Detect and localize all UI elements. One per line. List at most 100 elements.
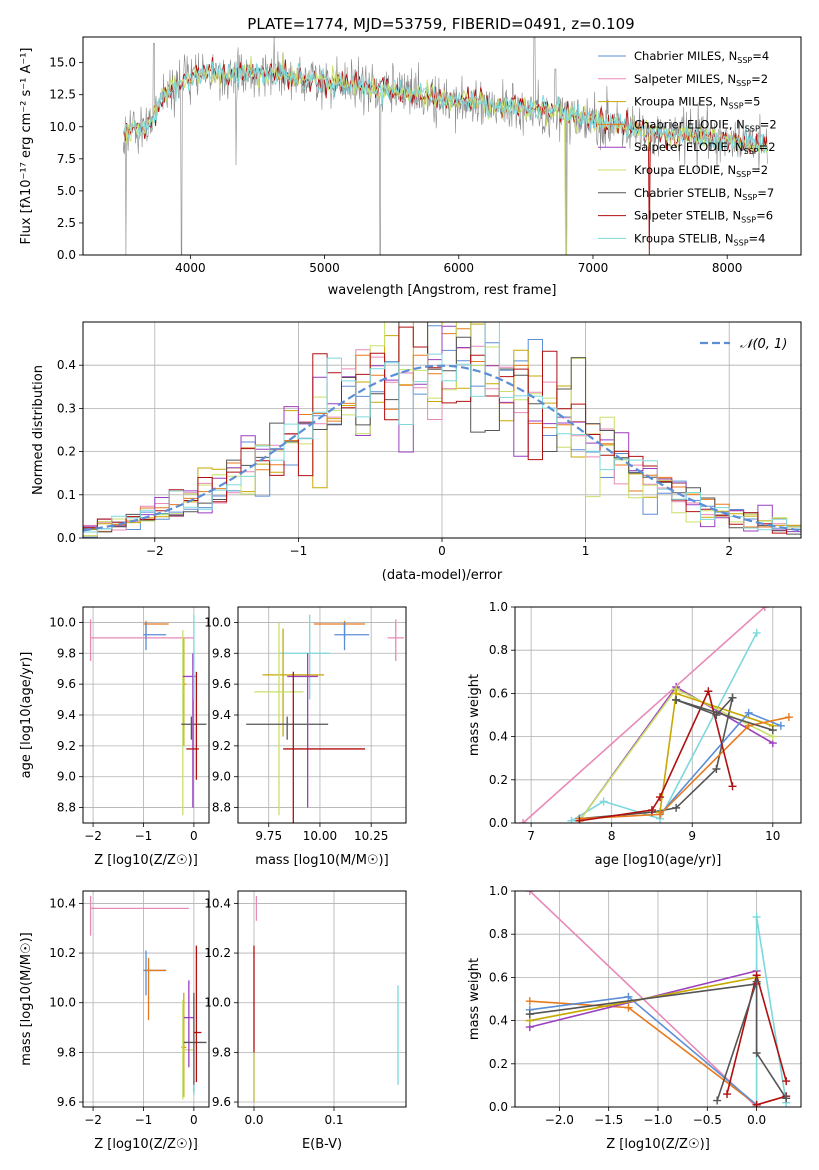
y-tick-label: 0.3 xyxy=(57,401,76,415)
x-axis-label: wavelength [Angstrom, rest frame] xyxy=(328,283,557,298)
series-line-chabrier_miles xyxy=(659,711,782,815)
x-axis-label: mass [log10(M/M☉)] xyxy=(255,853,388,868)
errorbar-kroupa_stelib xyxy=(192,1084,195,1095)
y-tick-label: 0.6 xyxy=(489,970,508,984)
data-point-chabrier_stelib xyxy=(525,1010,534,1019)
x-tick-label: 0.0 xyxy=(747,1113,766,1127)
data-point-chabrier_elodie xyxy=(656,810,665,819)
plot-area xyxy=(519,607,793,823)
data-point-salpeter_stelib xyxy=(647,806,656,815)
errorbar-salpeter_stelib xyxy=(186,671,199,780)
x-tick-label: 7000 xyxy=(578,261,609,275)
x-tick-label: −2 xyxy=(146,544,164,558)
errorbar-chabrier_elodie xyxy=(146,958,167,1021)
axes-frame xyxy=(82,890,210,1108)
y-tick-label: 0.8 xyxy=(489,643,508,657)
y-tick-label: 9.8 xyxy=(57,646,76,660)
y-tick-label: 9.6 xyxy=(57,1095,76,1109)
errorbar-chabrier_stelib xyxy=(181,716,207,740)
x-tick-label: 0 xyxy=(438,544,446,558)
data-point-salpeter_stelib xyxy=(656,793,665,802)
data-point-chabrier_stelib xyxy=(768,726,777,735)
series-line-chabrier_stelib xyxy=(529,983,757,1015)
histogram-salpeter_elodie xyxy=(83,322,801,533)
x-tick-label: 0.1 xyxy=(324,1113,343,1127)
legend-tail: =2 xyxy=(760,117,777,131)
data-point-chabrier_elodie xyxy=(624,1003,633,1012)
errorbar-chabrier_stelib xyxy=(183,992,207,1093)
series-line-chabrier_miles xyxy=(529,995,758,1106)
plot-area xyxy=(253,895,399,1103)
x-tick-label: 10 xyxy=(765,829,780,843)
data-point-chabrier_stelib xyxy=(752,1049,761,1057)
y-tick-label: 0.0 xyxy=(57,248,76,262)
series-line-chabrier_elodie xyxy=(579,716,790,820)
errorbar-salpeter_miles xyxy=(89,895,189,936)
y-tick-label: 10.4 xyxy=(49,896,76,910)
y-tick-label: 0.8 xyxy=(489,927,508,941)
data-point-chabrier_miles xyxy=(776,721,785,730)
y-tick-label: 8.8 xyxy=(212,801,231,815)
data-point-chabrier_miles xyxy=(744,708,753,717)
y-tick-label: 0.1 xyxy=(57,488,76,502)
y-tick-label: 10.2 xyxy=(49,946,76,960)
legend-label-salpeter_stelib: Salpeter STELIB, NSSP=6 xyxy=(634,209,773,225)
series-line-salpeter_stelib xyxy=(756,1095,787,1106)
series-line-salpeter_miles xyxy=(522,607,766,823)
legend-label-salpeter_elodie: Salpeter ELODIE, NSSP=2 xyxy=(634,140,776,156)
legend-label-normal: 𝒩(0, 1) xyxy=(740,337,787,352)
data-point-chabrier_stelib xyxy=(728,693,737,702)
y-tick-label: 9.6 xyxy=(212,677,231,691)
y-tick-label: 0.2 xyxy=(489,1057,508,1071)
errorbar-chabrier_elodie xyxy=(313,620,366,640)
x-tick-label: 8000 xyxy=(712,261,743,275)
y-tick-label: 7.5 xyxy=(57,152,76,166)
x-axis-label: (data-model)/error xyxy=(382,568,503,583)
y-tick-label: 0.0 xyxy=(489,1100,508,1114)
data-point-salpeter_stelib xyxy=(752,1100,761,1107)
y-axis-label: Flux [fλ10⁻¹⁷ erg cm⁻² s⁻¹ A⁻¹] xyxy=(19,48,34,245)
y-tick-label: 10.0 xyxy=(49,996,76,1010)
spectrum-model-kroupa_elodie xyxy=(122,51,768,255)
y-tick-label: 1.0 xyxy=(489,600,508,614)
y-tick-label: 0.4 xyxy=(489,730,508,744)
series-line-kroupa_stelib xyxy=(755,916,787,1107)
x-axis-label: Z [log10(Z/Z☉)] xyxy=(94,1137,198,1152)
data-point-chabrier_stelib xyxy=(782,1094,791,1103)
y-tick-label: 10.0 xyxy=(49,615,76,629)
legend-tail: =2 xyxy=(751,163,768,177)
legend-tail: =6 xyxy=(756,209,773,223)
y-tick-label: 9.8 xyxy=(57,1045,76,1059)
x-tick-label: 8 xyxy=(608,829,616,843)
panel-mass_vs_ebv: 0.0 0.1 9.6 9.8 10.0 10.2 10.4 E(B-V) xyxy=(204,890,407,1152)
y-tick-label: 10.4 xyxy=(204,896,231,910)
axes-frame xyxy=(237,890,407,1108)
panel-spectrum: 4000 5000 6000 7000 8000 0.0 2.5 5.0 7.5 10.0 12.5… xyxy=(19,36,802,298)
panel-weight_vs_Z: −2.0 −1.5 −1.0 −0.5 0.0 0.0 0.2 0.4 0.6 0.8 1.0 Z [… xyxy=(467,884,802,1152)
errorbar-kroupa_stelib xyxy=(278,614,331,700)
x-tick-label: −1 xyxy=(290,544,308,558)
panel-mass_vs_Z: −2 −1 0 9.6 9.8 10.0 10.2 10.4 Z [log10(Z/Z☉)] ma… xyxy=(19,890,210,1152)
series-line-chabrier_elodie xyxy=(529,1000,758,1106)
data-point-salpeter_stelib xyxy=(782,1077,791,1086)
data-point-kroupa_stelib xyxy=(752,628,761,637)
data-point-salpeter_stelib xyxy=(723,1090,732,1099)
x-tick-label: 2 xyxy=(725,544,733,558)
errorbar-salpeter_elodie xyxy=(287,653,318,808)
errorbar-kroupa_elodie xyxy=(181,630,184,816)
legend-subscript: SSP xyxy=(737,56,752,65)
axes-frame xyxy=(82,36,802,256)
y-tick-label: 1.0 xyxy=(489,884,508,898)
data-point-salpeter_miles xyxy=(519,819,528,823)
series-line-chabrier_stelib xyxy=(675,699,774,731)
y-tick-label: 0.0 xyxy=(489,816,508,830)
data-point-chabrier_stelib xyxy=(672,695,681,704)
legend-tail: =7 xyxy=(757,186,774,200)
y-tick-label: 8.8 xyxy=(57,801,76,815)
plot-area xyxy=(525,891,791,1107)
y-tick-label: 0.2 xyxy=(57,445,76,459)
legend-label-kroupa_stelib: Kroupa STELIB, NSSP=4 xyxy=(634,231,765,247)
y-tick-label: 10.0 xyxy=(49,120,76,134)
y-tick-label: 9.0 xyxy=(212,770,231,784)
errorbar-salpeter_stelib xyxy=(283,671,366,823)
